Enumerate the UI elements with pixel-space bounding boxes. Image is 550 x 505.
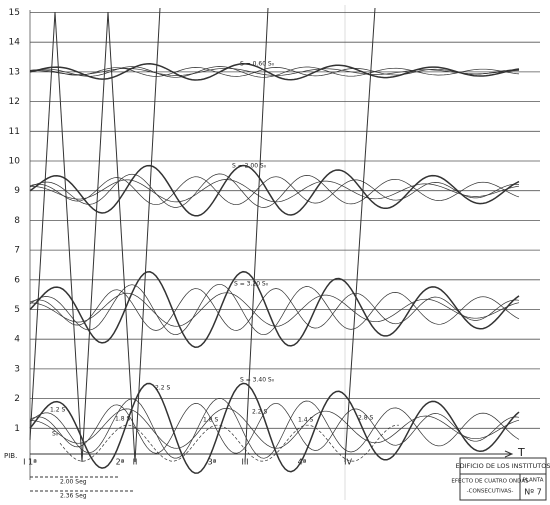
title-block — [459, 457, 547, 501]
time-bar-label: 2.36 Seg — [60, 493, 87, 500]
y-label: 14 — [9, 38, 21, 48]
annotation: S₀ — [52, 431, 59, 438]
y-label: 2 — [14, 394, 20, 404]
front-line — [344, 7, 376, 463]
y-label: 9 — [14, 186, 20, 196]
dashed-curve — [59, 424, 399, 462]
x-label: 3ª — [208, 458, 217, 467]
front-line — [54, 11, 83, 463]
annotation: 2.8 S — [358, 415, 373, 422]
x-label: 2ª — [116, 458, 125, 467]
annotation: S = 2.00 S₀ — [232, 163, 267, 170]
annotation: 2.2 S — [155, 385, 170, 392]
arrow — [504, 450, 514, 458]
y-label: 3 — [14, 364, 20, 374]
time-bar-label: 2.00 Seg — [60, 479, 87, 486]
annotation: 1.2 S — [50, 407, 65, 414]
x-label: IV — [344, 458, 352, 467]
x-title: T — [517, 446, 525, 459]
y-label: 7 — [14, 246, 20, 256]
wave-curve — [29, 283, 520, 336]
y-label: 12 — [9, 97, 20, 107]
annotation: 1.8 S — [115, 416, 130, 423]
title-number: Nº 7 — [524, 488, 541, 497]
front-line — [107, 11, 136, 463]
y-label: 6 — [14, 275, 20, 285]
y-label: 1 — [14, 424, 20, 434]
title-building: EDIFICIO DE LOS INSTITUTOS — [456, 462, 550, 470]
y-label: 11 — [9, 127, 20, 137]
wave-curve — [29, 176, 520, 206]
wave-curve — [29, 402, 520, 454]
x-label: 4ª — [298, 458, 307, 467]
title-subject: EFECTO DE CUATRO ONDAS — [451, 479, 529, 485]
annotation: 1.4 S — [298, 417, 313, 424]
front-line — [29, 11, 56, 441]
y-label: 10 — [9, 157, 21, 167]
y-label: 4 — [14, 335, 20, 345]
annotation: S = 3.20 S₀ — [234, 281, 269, 288]
title-subject2: -CONSECUTIVAS- — [467, 489, 514, 495]
y-label: 13 — [9, 67, 20, 77]
annotation: S = 3.40 S₀ — [240, 377, 275, 384]
y-label: 5 — [14, 305, 20, 315]
wave-curve — [29, 67, 519, 77]
annotation: 2.2 S — [252, 409, 267, 416]
wave-curve — [29, 179, 520, 203]
y-label: 8 — [14, 216, 20, 226]
front-line — [134, 7, 161, 463]
zero-label: PIB. — [4, 452, 17, 460]
wave-curve — [30, 67, 520, 76]
wave-curve — [29, 173, 520, 208]
wave-curve — [29, 408, 520, 449]
front-line — [81, 11, 109, 463]
title-label: PLANTA — [522, 478, 543, 484]
annotation: S = 0.60 S₀ — [240, 61, 275, 68]
wave-curve — [29, 397, 520, 459]
x-label: I 1ª — [23, 458, 37, 467]
wave-curve — [29, 288, 520, 331]
wave-curve — [30, 292, 520, 327]
y-label: 15 — [9, 8, 20, 18]
annotation: 1.8 S — [203, 417, 218, 424]
